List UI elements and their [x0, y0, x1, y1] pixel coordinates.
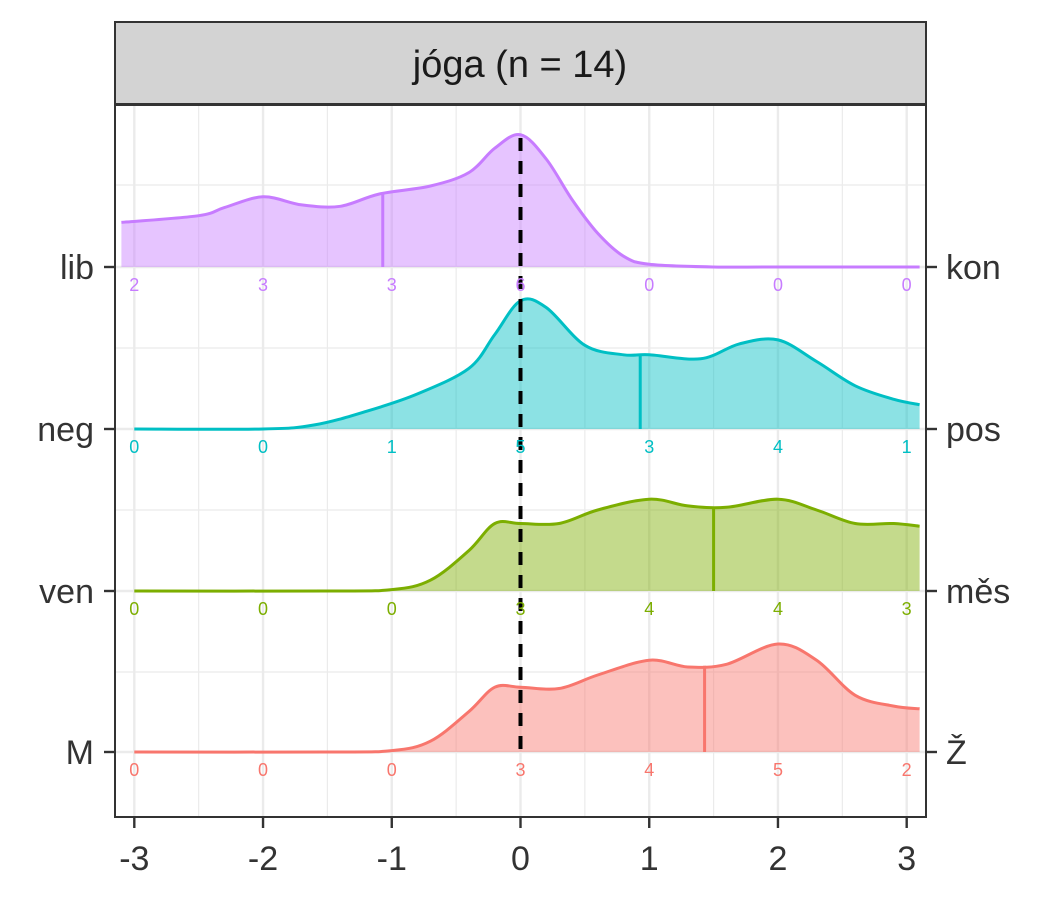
count-label: 0 — [258, 760, 268, 780]
count-label: 0 — [773, 275, 783, 295]
x-tick-label: 3 — [897, 840, 916, 878]
count-label: 3 — [902, 599, 912, 619]
count-label: 2 — [902, 760, 912, 780]
count-label: 4 — [644, 599, 654, 619]
count-label: 0 — [129, 760, 139, 780]
count-labels: 2 3 3 6 0 0 0 0 0 1 5 3 4 1 0 0 0 3 4 4 3 0 0 0 3 4 5 2 — [129, 275, 911, 780]
left-y-axis: lib neg ven M — [37, 249, 115, 772]
x-tick-label: 0 — [511, 840, 530, 878]
ridge-fill — [134, 643, 920, 753]
left-label: M — [66, 734, 94, 772]
count-label: 5 — [515, 437, 525, 457]
count-label: 3 — [515, 599, 525, 619]
ridge-line — [134, 497, 920, 593]
count-label: 4 — [773, 437, 783, 457]
ridge-fill — [121, 134, 920, 268]
count-label: 0 — [258, 437, 268, 457]
count-label: 4 — [773, 599, 783, 619]
count-label: 5 — [773, 760, 783, 780]
ridge-line — [121, 133, 920, 269]
grid-lines — [115, 105, 926, 817]
count-label: 0 — [902, 275, 912, 295]
count-label: 3 — [258, 275, 268, 295]
right-label: měs — [946, 573, 1010, 611]
ridge-ven — [134, 497, 920, 593]
count-label: 6 — [515, 275, 525, 295]
count-label: 0 — [387, 599, 397, 619]
x-axis: -3 -2 -1 0 1 2 3 — [119, 817, 916, 878]
count-label: 2 — [129, 275, 139, 295]
count-label: 3 — [387, 275, 397, 295]
x-tick-label: 1 — [640, 840, 659, 878]
count-label: 0 — [387, 760, 397, 780]
ridge-fill — [134, 499, 920, 592]
right-y-axis: kon pos měs Ž — [926, 249, 1010, 772]
x-tick-label: -2 — [248, 840, 278, 878]
ridge-fill — [134, 298, 920, 430]
ridge-line — [134, 297, 920, 431]
x-tick-label: -1 — [377, 840, 407, 878]
count-label: 0 — [644, 275, 654, 295]
count-label: 1 — [902, 437, 912, 457]
strip-background — [114, 21, 927, 105]
right-label: pos — [946, 411, 1001, 449]
count-label: 0 — [129, 437, 139, 457]
count-label: 4 — [644, 760, 654, 780]
panel-strip: jóga (n = 14) — [114, 21, 927, 105]
x-tick-label: 2 — [768, 840, 787, 878]
count-label: 0 — [258, 599, 268, 619]
ridges — [121, 133, 920, 754]
count-label: 0 — [129, 599, 139, 619]
ridge-lib — [121, 133, 920, 269]
left-label: lib — [60, 249, 94, 287]
count-label: 3 — [644, 437, 654, 457]
ridge-neg — [134, 297, 920, 431]
left-label: ven — [39, 573, 94, 611]
panel-title: jóga (n = 14) — [412, 44, 627, 86]
x-tick-label: -3 — [119, 840, 149, 878]
right-label: kon — [946, 249, 1001, 287]
count-label: 3 — [515, 760, 525, 780]
ridge-M — [134, 642, 920, 754]
ridge-line — [134, 642, 920, 754]
left-label: neg — [37, 411, 94, 449]
count-label: 1 — [387, 437, 397, 457]
right-label: Ž — [946, 734, 967, 772]
